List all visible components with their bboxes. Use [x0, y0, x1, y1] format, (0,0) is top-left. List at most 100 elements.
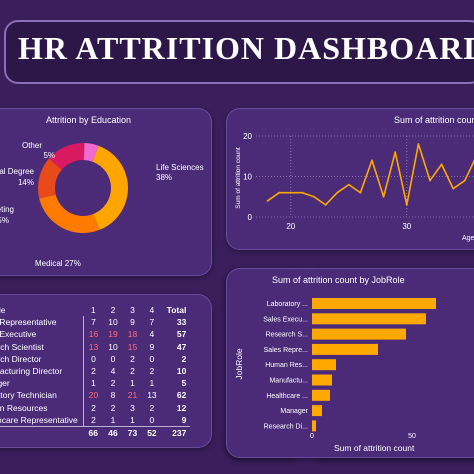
donut-pct: 5%: [43, 151, 55, 160]
y-axis-label: JobRole: [234, 348, 244, 379]
bar-category-label: Research S...: [266, 332, 308, 339]
table-cell-total: 10: [176, 366, 187, 377]
bar-category-label: Research Di...: [264, 423, 308, 430]
donut-pct: 15%: [0, 216, 9, 225]
table-cell-value: 10: [108, 317, 118, 328]
table-header-level: 2: [110, 305, 116, 316]
line-point: [359, 191, 362, 194]
table-header-level: 1: [90, 305, 96, 316]
jobrole-bar-chart: Laboratory ... Sales Execu... Research S..…: [234, 298, 436, 453]
bar-category-label: Healthcare ...: [266, 393, 308, 400]
table-cell-value: 9: [149, 341, 155, 352]
table-cell-value: 0: [149, 353, 155, 364]
line-point: [289, 191, 292, 194]
table-cell-role: man Resources: [0, 402, 48, 413]
table-cell-value: 0: [149, 414, 155, 425]
table-cell-value: 2: [110, 378, 116, 389]
bar: [312, 313, 426, 325]
age-panel: Sum of attrition count 0 10 20 20 30 Age Sum o…: [226, 108, 474, 250]
table-cell-value: 2: [130, 353, 135, 364]
line-point: [324, 203, 327, 206]
table-row: earch Scientist 13 10 15 9 47: [0, 340, 190, 353]
table-total-row: al66467352237: [0, 425, 191, 440]
donut-label: Marketing: [0, 205, 14, 214]
donut-slice: [49, 143, 85, 170]
table-cell-value: 13: [147, 390, 157, 401]
table-total-value: 73: [122, 425, 143, 440]
line-point: [266, 199, 269, 202]
line-point: [452, 187, 455, 190]
y-axis-label: Sum of attrition count: [235, 147, 242, 209]
table-cell-value: 2: [149, 402, 155, 413]
x-axis-label: Age: [462, 235, 474, 242]
bar: [312, 298, 436, 309]
table-total-value: 237: [161, 425, 191, 440]
table-cell-value: 0: [82, 352, 104, 365]
y-tick-label: 0: [248, 213, 253, 222]
table-cell-value: 1: [110, 414, 116, 425]
bar-category-label: Manufactu...: [269, 378, 308, 385]
table-cell-total: 47: [176, 341, 187, 352]
table-header-role: Role: [0, 305, 6, 316]
table-cell-value: 2: [149, 366, 155, 377]
table-header-level: 4: [149, 305, 155, 316]
table-cell-value: 9: [130, 317, 135, 328]
table-cell-value: 1: [149, 378, 155, 389]
jobrole-bar-chart-panel: Sum of attrition count by JobRole Labora…: [226, 268, 474, 458]
donut-label: Life Sciences: [156, 163, 204, 172]
table-row: es Executive 16 19 18 4 57: [0, 328, 190, 341]
line-point: [371, 159, 373, 162]
table-cell-value: 2: [130, 366, 135, 377]
table-cell-value: 21: [127, 390, 138, 401]
table-cell-value: 4: [110, 366, 116, 377]
table-total-value: 46: [103, 425, 123, 440]
page-title: HR ATTRITION DASHBOARD: [18, 30, 474, 66]
table-cell-total: 5: [181, 378, 187, 389]
line-point: [382, 195, 385, 198]
table-cell-value: 15: [127, 341, 138, 352]
donut-pct: 38%: [156, 173, 172, 182]
table-cell-value: 7: [82, 316, 104, 329]
table-cell-role: nufacturing Director: [0, 366, 63, 377]
line-point: [301, 191, 304, 194]
donut-label: Medical 27%: [35, 259, 81, 268]
jobrole-level-table: Role 1 2 3 4 Total es Representative7109…: [0, 304, 191, 440]
table-row: nager12115: [0, 377, 190, 390]
table-total-label: al: [0, 425, 84, 440]
bar-category-label: Sales Execu...: [263, 316, 308, 323]
jobrole-chart-title: Sum of attrition count by JobRole: [272, 275, 405, 285]
table-cell-value: 0: [110, 353, 116, 364]
x-tick-label: 20: [286, 222, 295, 231]
table-cell-value: 20: [82, 389, 104, 402]
bar: [312, 374, 332, 386]
table-cell-value: 2: [82, 364, 104, 378]
table-header-level: 3: [130, 305, 135, 316]
table-header-total: Total: [166, 305, 187, 316]
table-cell-role: earch Scientist: [0, 341, 44, 352]
table-cell-total: 57: [176, 329, 187, 340]
table-row: es Representative 7 10 9 7 33: [0, 316, 190, 329]
x-tick-label: 30: [402, 222, 411, 231]
bar: [312, 420, 316, 432]
y-tick-label: 20: [243, 132, 252, 141]
jobrole-table-panel: Role 1 2 3 4 Total es Representative7109…: [0, 294, 212, 448]
x-axis-label: Sum of attrition count: [334, 443, 415, 453]
table-cell-value: 1: [130, 378, 135, 389]
bar-category-label: Manager: [280, 408, 308, 415]
table-header-row: Role 1 2 3 4 Total: [0, 304, 190, 316]
table-cell-total: 2: [181, 353, 187, 364]
donut-slice: [39, 194, 100, 233]
line-point: [440, 163, 443, 166]
bar: [312, 359, 336, 371]
bar: [312, 389, 330, 401]
table-cell-value: 2: [82, 401, 104, 414]
table-cell-total: 12: [176, 402, 187, 413]
age-line-chart: 0 10 20 20 30 Age Sum of attrition count: [235, 132, 474, 242]
bar: [312, 328, 406, 340]
table-cell-value: 7: [149, 317, 155, 328]
donut-pct: 14%: [18, 178, 34, 187]
